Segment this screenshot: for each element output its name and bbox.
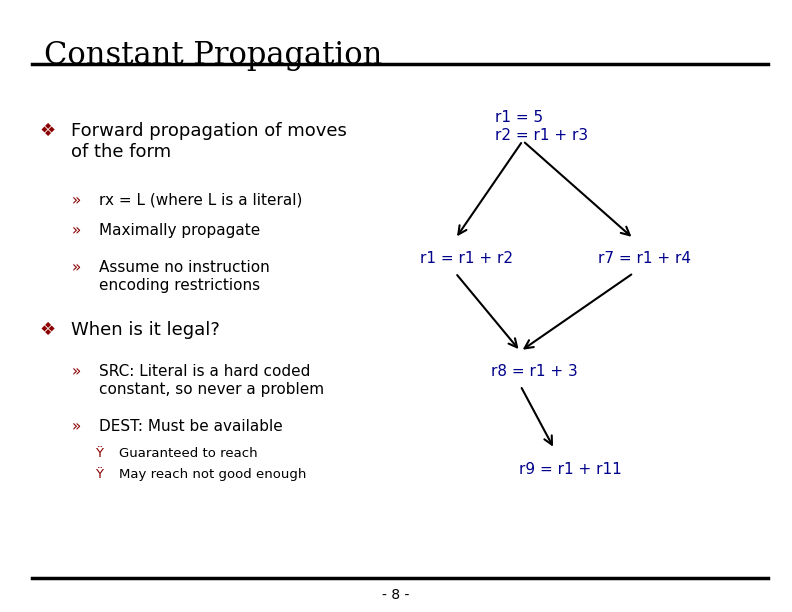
- Text: rx = L (where L is a literal): rx = L (where L is a literal): [99, 193, 303, 208]
- Text: Forward propagation of moves
of the form: Forward propagation of moves of the form: [71, 122, 347, 161]
- Text: r9 = r1 + r11: r9 = r1 + r11: [519, 462, 622, 477]
- Text: SRC: Literal is a hard coded
constant, so never a problem: SRC: Literal is a hard coded constant, s…: [99, 364, 324, 397]
- Text: r8 = r1 + 3: r8 = r1 + 3: [491, 364, 578, 379]
- Text: Ÿ: Ÿ: [95, 447, 103, 460]
- Text: ❖: ❖: [40, 122, 55, 140]
- Text: Constant Propagation: Constant Propagation: [44, 40, 382, 71]
- Text: »: »: [71, 419, 81, 435]
- Text: Ÿ: Ÿ: [95, 468, 103, 481]
- Text: Assume no instruction
encoding restrictions: Assume no instruction encoding restricti…: [99, 260, 270, 293]
- Text: ❖: ❖: [40, 321, 55, 339]
- Text: »: »: [71, 193, 81, 208]
- Text: DEST: Must be available: DEST: Must be available: [99, 419, 283, 435]
- Text: »: »: [71, 223, 81, 239]
- Text: Maximally propagate: Maximally propagate: [99, 223, 261, 239]
- Text: r7 = r1 + r4: r7 = r1 + r4: [598, 251, 691, 266]
- Text: r1 = r1 + r2: r1 = r1 + r2: [420, 251, 512, 266]
- Text: Guaranteed to reach: Guaranteed to reach: [119, 447, 257, 460]
- Text: May reach not good enough: May reach not good enough: [119, 468, 307, 481]
- Text: r1 = 5
r2 = r1 + r3: r1 = 5 r2 = r1 + r3: [495, 110, 588, 143]
- Text: When is it legal?: When is it legal?: [71, 321, 220, 339]
- Text: - 8 -: - 8 -: [383, 588, 409, 602]
- Text: »: »: [71, 364, 81, 379]
- Text: »: »: [71, 260, 81, 275]
